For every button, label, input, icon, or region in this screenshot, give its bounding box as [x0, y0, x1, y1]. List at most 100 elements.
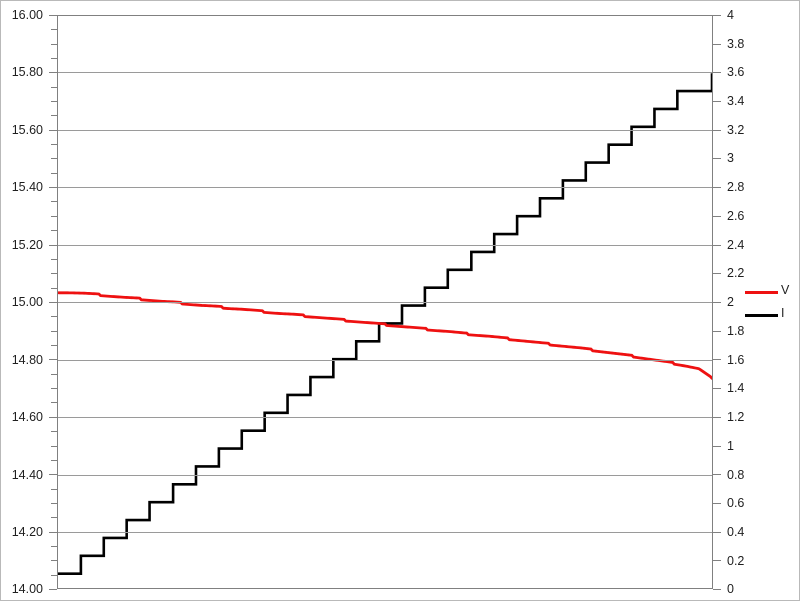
left-axis-minor-tick	[51, 331, 57, 332]
left-axis-tick-label: 14.00	[11, 582, 43, 596]
right-axis-tick-label: 1.4	[727, 381, 745, 395]
left-axis-tick	[49, 15, 57, 16]
right-axis-tick	[713, 331, 721, 332]
legend-swatch-i	[745, 314, 778, 317]
left-axis-minor-tick	[51, 503, 57, 504]
gridline	[58, 417, 712, 418]
right-axis-tick-label: 0.4	[727, 525, 745, 539]
legend-item-v: V	[745, 282, 797, 305]
left-axis-tick-label: 16.00	[11, 8, 43, 22]
right-axis-tick	[713, 72, 721, 73]
left-axis-minor-tick	[51, 560, 57, 561]
right-axis-tick	[713, 446, 721, 447]
left-axis-tick-label: 14.80	[11, 353, 43, 367]
right-axis-tick	[713, 245, 721, 246]
right-axis-tick-label: 1	[727, 439, 734, 453]
left-axis-minor-tick	[51, 158, 57, 159]
left-axis-minor-tick	[51, 87, 57, 88]
gridline	[58, 187, 712, 188]
right-axis-tick-label: 0.8	[727, 468, 745, 482]
right-axis-tick	[713, 417, 721, 418]
gridline	[58, 302, 712, 303]
series-canvas	[58, 73, 712, 576]
right-axis-tick	[713, 101, 721, 102]
left-axis-minor-tick	[51, 460, 57, 461]
left-axis-minor-tick	[51, 316, 57, 317]
right-axis-tick	[713, 187, 721, 188]
left-axis-tick	[49, 72, 57, 73]
left-axis-minor-tick	[51, 230, 57, 231]
right-axis-tick	[713, 589, 721, 590]
right-axis-tick	[713, 532, 721, 533]
right-axis-tick-label: 1.8	[727, 324, 745, 338]
right-axis-tick-label: 2.4	[727, 238, 745, 252]
right-axis-tick	[713, 388, 721, 389]
left-axis-minor-tick	[51, 374, 57, 375]
left-axis-minor-tick	[51, 101, 57, 102]
left-axis-tick	[49, 474, 57, 475]
left-axis-minor-tick	[51, 216, 57, 217]
series-line-V	[58, 291, 712, 380]
right-axis-tick	[713, 503, 721, 504]
right-axis-tick-label: 2.6	[727, 209, 745, 223]
left-axis-minor-tick	[51, 259, 57, 260]
gridline	[58, 475, 712, 476]
right-axis-tick-label: 4	[727, 8, 734, 22]
left-axis-minor-tick	[51, 345, 57, 346]
left-axis-tick	[49, 589, 57, 590]
left-axis-minor-tick	[51, 201, 57, 202]
left-axis-tick-label: 14.20	[11, 525, 43, 539]
gridline	[58, 72, 712, 73]
left-axis-minor-tick	[51, 29, 57, 30]
gridline	[58, 130, 712, 131]
right-axis-tick-label: 3.2	[727, 123, 745, 137]
left-axis-minor-tick	[51, 144, 57, 145]
right-axis-tick-label: 1.2	[727, 410, 745, 424]
right-axis-tick	[713, 216, 721, 217]
left-axis-minor-tick	[51, 489, 57, 490]
right-axis-tick	[713, 560, 721, 561]
gridline	[58, 360, 712, 361]
gridline	[58, 532, 712, 533]
right-axis-tick	[713, 130, 721, 131]
left-axis-minor-tick	[51, 273, 57, 274]
left-axis-minor-tick	[51, 575, 57, 576]
left-axis-minor-tick	[51, 402, 57, 403]
right-axis-tick-label: 2.8	[727, 180, 745, 194]
left-axis-tick-label: 15.20	[11, 238, 43, 252]
right-axis-tick-label: 1.6	[727, 353, 745, 367]
left-axis-tick	[49, 245, 57, 246]
left-axis-tick	[49, 302, 57, 303]
left-axis-tick-label: 14.60	[11, 410, 43, 424]
left-axis-minor-tick	[51, 446, 57, 447]
left-axis-tick-label: 15.40	[11, 180, 43, 194]
left-axis-tick	[49, 417, 57, 418]
left-axis-minor-tick	[51, 173, 57, 174]
left-axis-tick-label: 14.40	[11, 468, 43, 482]
right-axis-tick-label: 3.6	[727, 65, 745, 79]
left-axis-tick-label: 15.60	[11, 123, 43, 137]
left-axis-tick	[49, 187, 57, 188]
left-axis-minor-tick	[51, 517, 57, 518]
plot-area	[57, 15, 713, 589]
left-axis-tick	[49, 532, 57, 533]
right-axis-tick	[713, 359, 721, 360]
right-axis-tick	[713, 44, 721, 45]
legend: V I	[745, 282, 797, 328]
left-axis-tick-label: 15.80	[11, 65, 43, 79]
right-axis-tick	[713, 302, 721, 303]
right-axis-tick-label: 0	[727, 582, 734, 596]
gridline	[58, 245, 712, 246]
left-axis-tick	[49, 359, 57, 360]
left-axis-minor-tick	[51, 44, 57, 45]
right-axis-tick	[713, 15, 721, 16]
left-axis-tick	[49, 130, 57, 131]
right-axis-tick-label: 0.6	[727, 496, 745, 510]
left-axis-minor-tick	[51, 431, 57, 432]
right-axis-tick-label: 3.4	[727, 94, 745, 108]
left-axis-minor-tick	[51, 288, 57, 289]
right-axis-tick-label: 3	[727, 151, 734, 165]
legend-swatch-v	[745, 291, 778, 294]
left-axis-tick-label: 15.00	[11, 295, 43, 309]
